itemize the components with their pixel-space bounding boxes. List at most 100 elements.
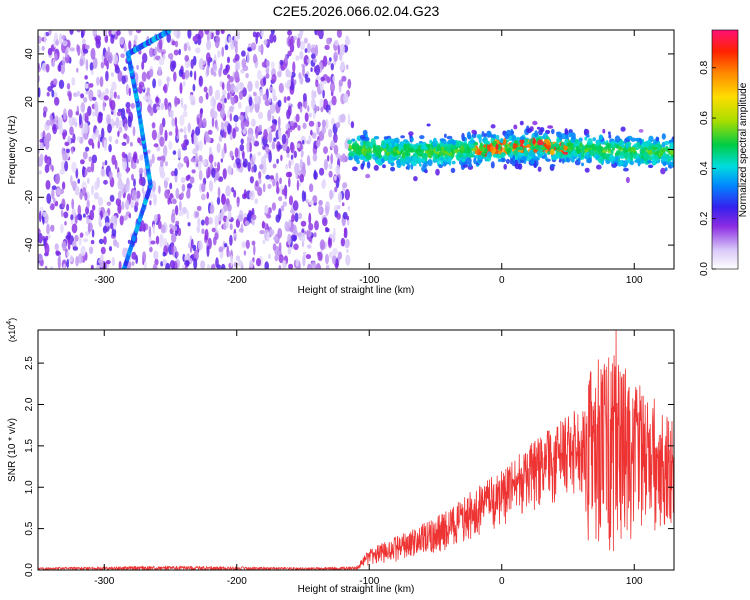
- heatmap-cell: [205, 52, 211, 63]
- heatmap-cell: [179, 82, 183, 94]
- heatmap-cell: [84, 231, 90, 237]
- heatmap-cell: [169, 182, 173, 190]
- heatmap-cell: [102, 30, 108, 37]
- heatmap-cell: [242, 150, 245, 160]
- heatmap-cell: [284, 53, 288, 64]
- heatmap-cell: [153, 193, 157, 206]
- heatmap-cell: [131, 251, 137, 260]
- heatmap-cell: [479, 145, 484, 152]
- heatmap-cell: [308, 112, 313, 118]
- heatmap-cell: [258, 178, 262, 185]
- heatmap-cell: [128, 87, 131, 97]
- heatmap-cell: [620, 126, 626, 132]
- heatmap-cell: [229, 234, 233, 246]
- heatmap-cell: [212, 110, 218, 120]
- heatmap-cell: [178, 48, 181, 56]
- heatmap-cell: [45, 63, 50, 73]
- heatmap-cell: [329, 189, 333, 200]
- heatmap-cell: [148, 229, 152, 238]
- heatmap-cell: [432, 137, 437, 145]
- heatmap-cell: [168, 140, 173, 150]
- heatmap-cell: [67, 231, 72, 241]
- heatmap-cell: [123, 133, 128, 140]
- heatmap-cell: [127, 115, 132, 128]
- heatmap-cell: [241, 241, 247, 248]
- heatmap-cell: [111, 256, 116, 267]
- heatmap-cell: [117, 203, 122, 214]
- heatmap-cell: [170, 213, 176, 224]
- heatmap-cell: [315, 263, 321, 269]
- heatmap-cell: [279, 59, 284, 66]
- heatmap-cell: [309, 199, 314, 206]
- heatmap-cell: [91, 154, 98, 164]
- heatmap-cell: [52, 123, 58, 135]
- heatmap-cell: [201, 228, 205, 235]
- heatmap-cell: [172, 225, 178, 232]
- heatmap-cell: [245, 108, 248, 120]
- heatmap-cell: [111, 30, 116, 35]
- heatmap-cell: [62, 240, 67, 252]
- heatmap-cell: [100, 61, 105, 69]
- heatmap-cell: [256, 127, 260, 133]
- heatmap-cell: [85, 90, 90, 95]
- heatmap-cell: [43, 136, 49, 146]
- heatmap-cell: [547, 125, 554, 129]
- heatmap-cell: [325, 227, 330, 233]
- heatmap-cell: [602, 149, 607, 154]
- heatmap-cell: [38, 228, 41, 235]
- heatmap-cell: [287, 247, 291, 255]
- heatmap-cell: [39, 153, 44, 163]
- heatmap-cell: [82, 151, 88, 160]
- heatmap-cell: [108, 135, 113, 143]
- heatmap-cell: [319, 239, 326, 251]
- heatmap-cell: [265, 174, 271, 180]
- heatmap-cell: [245, 72, 249, 79]
- heatmap-cell: [177, 227, 182, 237]
- heatmap-cell: [90, 264, 94, 269]
- heatmap-cell: [524, 149, 529, 157]
- heatmap-cell: [46, 223, 50, 235]
- heatmap-cell: [348, 144, 352, 150]
- heatmap-cell: [348, 152, 354, 158]
- heatmap-cell: [297, 124, 301, 131]
- heatmap-cell: [330, 81, 335, 93]
- heatmap-cell: [170, 109, 174, 119]
- heatmap-cell: [69, 47, 75, 52]
- heatmap-cell: [608, 154, 615, 162]
- heatmap-cell: [278, 196, 283, 202]
- heatmap-cell: [375, 148, 379, 154]
- heatmap-cell: [91, 229, 95, 238]
- heatmap-cell: [297, 232, 302, 237]
- heatmap-cell: [227, 122, 232, 135]
- heatmap-cell: [220, 121, 225, 131]
- heatmap-cell: [363, 139, 367, 147]
- heatmap-cell: [400, 135, 405, 139]
- heatmap-cell: [500, 152, 506, 158]
- heatmap-cell: [481, 151, 486, 158]
- heatmap-cell: [439, 138, 446, 142]
- bottom-y-axis-label: SNR (10 * v/v): [7, 418, 18, 482]
- heatmap-cell: [139, 154, 144, 161]
- heatmap-cell: [170, 61, 175, 72]
- heatmap-cell: [652, 158, 656, 166]
- heatmap-cell: [278, 242, 282, 252]
- heatmap-cell: [441, 146, 445, 153]
- heatmap-cell: [235, 218, 240, 228]
- heatmap-cell: [238, 82, 244, 91]
- heatmap-cell: [312, 58, 317, 64]
- heatmap-cell: [95, 264, 101, 269]
- heatmap-cell: [551, 128, 555, 135]
- heatmap-cell: [156, 106, 161, 111]
- heatmap-cell: [330, 140, 336, 149]
- heatmap-cell: [131, 173, 134, 181]
- heatmap-cell: [158, 38, 163, 50]
- heatmap-cell: [282, 259, 287, 269]
- heatmap-cell: [264, 146, 269, 154]
- heatmap-cell: [244, 119, 250, 127]
- heatmap-cell: [388, 143, 393, 148]
- heatmap-cell: [89, 246, 94, 255]
- heatmap-cell: [669, 142, 674, 150]
- heatmap-cell: [382, 144, 387, 148]
- heatmap-cell: [166, 75, 170, 88]
- heatmap-cell: [334, 186, 338, 193]
